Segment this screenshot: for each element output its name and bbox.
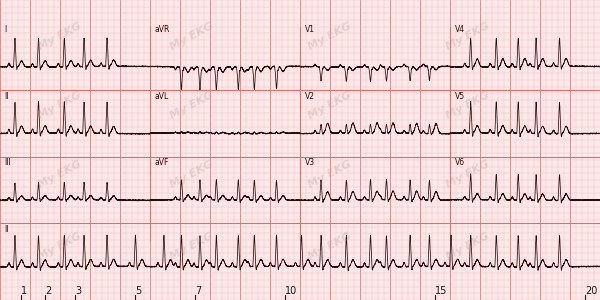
Text: V3: V3	[305, 158, 314, 167]
Text: 2: 2	[45, 286, 51, 296]
Text: My EKG: My EKG	[445, 89, 491, 121]
Text: My EKG: My EKG	[445, 158, 491, 190]
Text: My EKG: My EKG	[37, 89, 83, 121]
Text: My EKG: My EKG	[445, 20, 491, 52]
Text: V1: V1	[305, 25, 314, 34]
Text: 15: 15	[435, 286, 448, 296]
Text: My EKG: My EKG	[445, 230, 491, 262]
Text: V4: V4	[455, 25, 464, 34]
Text: aVL: aVL	[155, 92, 169, 101]
Text: My EKG: My EKG	[37, 20, 83, 52]
Text: My EKG: My EKG	[307, 230, 353, 262]
Text: V6: V6	[455, 158, 464, 167]
Text: 5: 5	[135, 286, 141, 296]
Text: 7: 7	[195, 286, 201, 296]
Text: V5: V5	[455, 92, 464, 101]
Text: 10: 10	[285, 286, 297, 296]
Text: III: III	[5, 158, 11, 167]
Text: My EKG: My EKG	[169, 89, 215, 121]
Text: My EKG: My EKG	[307, 89, 353, 121]
Text: 20: 20	[585, 286, 598, 296]
Text: II: II	[5, 225, 9, 234]
Text: My EKG: My EKG	[169, 20, 215, 52]
Text: aVF: aVF	[155, 158, 169, 167]
Text: II: II	[5, 92, 9, 101]
Text: My EKG: My EKG	[307, 158, 353, 190]
Text: 3: 3	[75, 286, 81, 296]
Text: My EKG: My EKG	[169, 158, 215, 190]
Text: aVR: aVR	[155, 25, 170, 34]
Text: My EKG: My EKG	[37, 158, 83, 190]
Text: My EKG: My EKG	[37, 230, 83, 262]
Text: I: I	[5, 25, 7, 34]
Text: 1: 1	[21, 286, 27, 296]
Text: My EKG: My EKG	[307, 20, 353, 52]
Text: My EKG: My EKG	[169, 230, 215, 262]
Text: V2: V2	[305, 92, 314, 101]
